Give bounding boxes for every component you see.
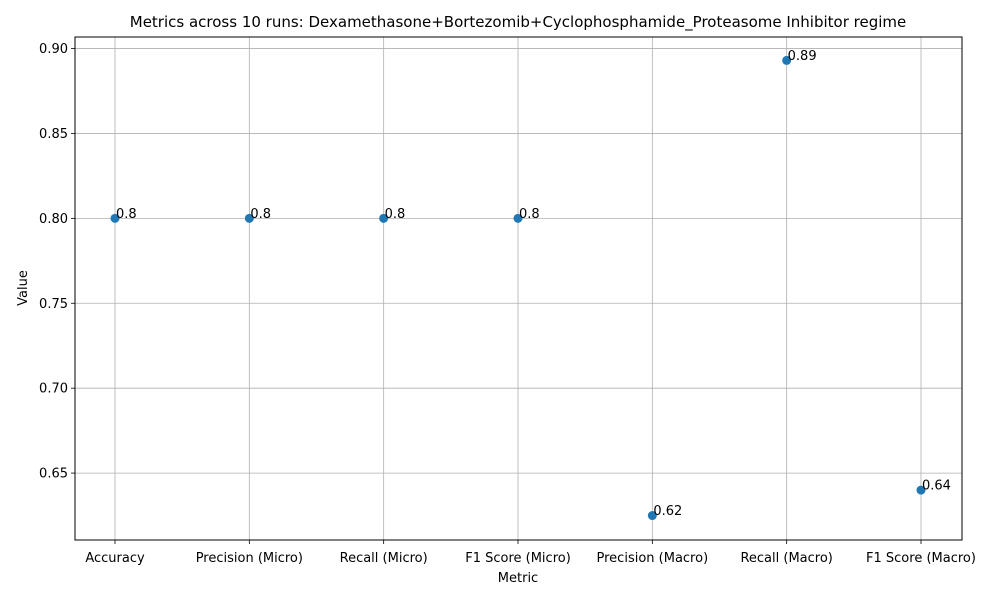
x-tick-label: Recall (Macro) — [740, 551, 832, 566]
data-label: 0.8 — [250, 207, 271, 222]
chart-title: Metrics across 10 runs: Dexamethasone+Bo… — [130, 13, 907, 32]
data-point — [647, 511, 657, 521]
data-point — [110, 213, 120, 223]
x-tick-label: Accuracy — [85, 551, 145, 566]
x-tick-label: Precision (Micro) — [196, 551, 303, 566]
axis-ticks: Accuracy Precision (Micro) Recall (Micro) F… — [39, 42, 976, 566]
data-point — [244, 213, 254, 223]
grid — [75, 37, 962, 540]
x-tick-label: F1 Score (Macro) — [866, 551, 976, 566]
x-axis-label: Metric — [498, 571, 538, 586]
data-label: 0.64 — [922, 479, 951, 494]
data-point — [782, 55, 792, 65]
data-points: 0.8 0.8 0.8 0.8 0.62 0.89 0.64 — [110, 49, 951, 521]
x-tick-label: Recall (Micro) — [340, 551, 428, 566]
x-tick-label: F1 Score (Micro) — [465, 551, 571, 566]
data-point — [916, 485, 926, 495]
data-label: 0.8 — [519, 207, 540, 222]
y-tick-label: 0.85 — [39, 127, 68, 142]
data-label: 0.8 — [385, 207, 406, 222]
x-tick-label: Precision (Macro) — [597, 551, 709, 566]
y-tick-label: 0.65 — [39, 467, 68, 482]
y-tick-label: 0.90 — [39, 42, 68, 57]
plot-area-frame — [74, 36, 963, 541]
data-point — [379, 213, 389, 223]
y-tick-label: 0.80 — [39, 212, 68, 227]
y-axis-label: Value — [16, 270, 31, 306]
data-point — [513, 213, 523, 223]
data-label: 0.62 — [653, 504, 682, 519]
data-label: 0.8 — [116, 207, 137, 222]
y-tick-label: 0.70 — [39, 382, 68, 397]
data-label: 0.89 — [788, 49, 817, 64]
y-tick-label: 0.75 — [39, 297, 68, 312]
